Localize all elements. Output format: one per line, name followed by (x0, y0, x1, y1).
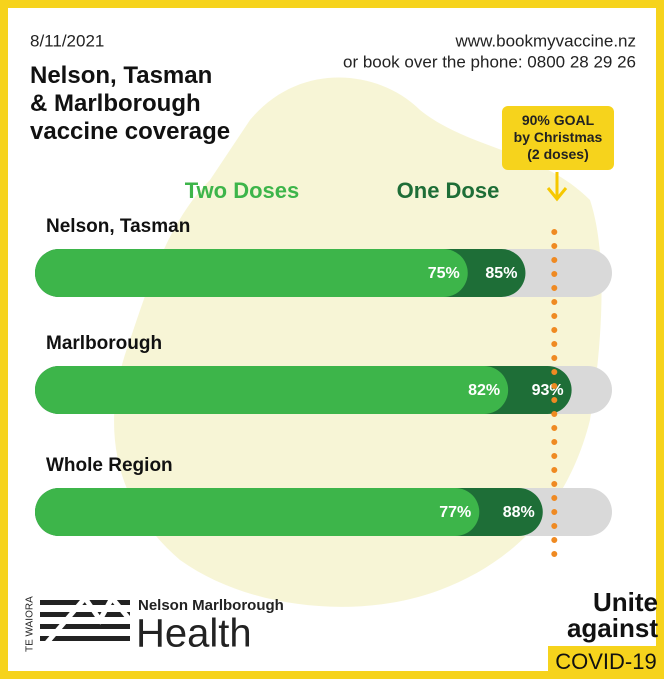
logo-side-text: TE WAIORA (25, 596, 36, 652)
goal-label: 90% GOAL by Christmas (2 doses) (513, 112, 603, 162)
category-label: Nelson, Tasman (46, 216, 190, 237)
campaign-box (548, 646, 664, 679)
logo-name: Health (136, 612, 252, 656)
value-label: 77% (439, 504, 471, 521)
value-label: 85% (485, 265, 517, 282)
category-label: Whole Region (46, 455, 173, 476)
logo-graphic (40, 593, 132, 647)
goal-arrow (546, 172, 568, 202)
bar (35, 366, 509, 414)
value-label: 93% (532, 382, 564, 399)
logo-org: Nelson Marlborough (138, 597, 284, 614)
campaign-line: COVID-19 (555, 649, 656, 674)
chart-title: Nelson, Tasman & Marlborough vaccine cov… (30, 62, 231, 145)
campaign-line: Unite (593, 587, 658, 617)
website: www.bookmyvaccine.nz (455, 31, 636, 50)
value-label: 82% (468, 382, 500, 399)
legend-entry: One Dose (397, 178, 500, 203)
value-label: 88% (503, 504, 535, 521)
legend-entry: Two Doses (185, 178, 300, 203)
map-shape (114, 77, 602, 607)
date: 8/11/2021 (30, 31, 104, 50)
value-label: 75% (428, 265, 460, 282)
bar (35, 488, 480, 536)
phone: or book over the phone: 0800 28 29 26 (343, 52, 636, 71)
bar (35, 249, 468, 297)
category-label: Marlborough (46, 333, 162, 354)
campaign-line: against (567, 613, 658, 643)
goal-box (502, 106, 614, 170)
